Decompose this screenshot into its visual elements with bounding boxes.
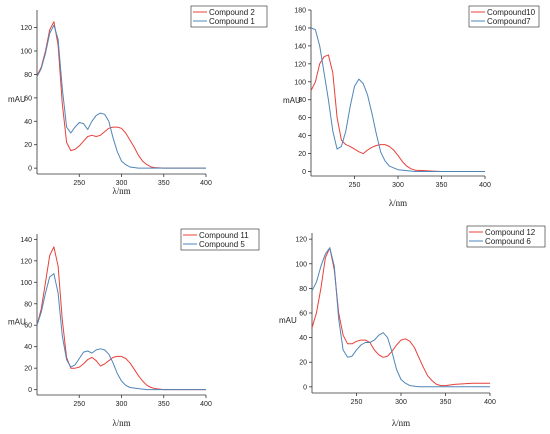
x-tick-label: 400 (479, 182, 491, 189)
series-line-2 (36, 24, 206, 169)
y-tick-label: 180 (294, 8, 306, 15)
legend-label: Compound 5 (199, 240, 245, 249)
series-line-2 (311, 247, 490, 388)
legend-label: Compound 1 (209, 17, 255, 26)
y-axis-label: mAU (283, 96, 301, 105)
x-tick-label: 350 (436, 182, 448, 189)
y-tick-label: 140 (294, 43, 306, 50)
y-tick-label: 160 (294, 25, 306, 32)
y-axis-label: mAU (279, 316, 297, 325)
y-tick-label: 140 (20, 237, 32, 244)
x-tick-label: 250 (73, 401, 85, 408)
y-tick-label: 40 (298, 133, 306, 140)
y-tick-label: 120 (20, 25, 32, 32)
y-tick-label: 60 (24, 95, 32, 102)
legend-label: Compound10 (487, 8, 536, 17)
series-line-1 (310, 54, 485, 172)
y-tick-label: 0 (28, 166, 32, 173)
x-axis-label: λ/nm (392, 418, 410, 428)
series-line-2 (310, 27, 485, 172)
x-tick-label: 400 (200, 401, 212, 408)
x-tick-label: 250 (351, 399, 363, 406)
y-tick-label: 60 (24, 323, 32, 330)
legend-label: Compound 2 (209, 8, 255, 17)
legend-label: Compound 6 (485, 237, 531, 246)
x-axis-label: λ/nm (112, 186, 130, 196)
y-tick-label: 20 (298, 151, 306, 158)
x-tick-label: 300 (395, 399, 407, 406)
y-tick-label: 0 (28, 387, 32, 394)
y-tick-label: 0 (303, 384, 307, 391)
chart-panel-1: 0 20 40 60 80 100 120 250 300 350 400 mAU λ/nm Compou… (8, 5, 268, 196)
y-tick-label: 120 (295, 237, 307, 244)
y-tick-label: 80 (24, 301, 32, 308)
y-tick-label: 20 (24, 142, 32, 149)
y-tick-label: 20 (24, 366, 32, 373)
y-tick-label: 80 (299, 286, 307, 293)
y-axis-label: mAU (8, 95, 26, 104)
x-tick-label: 350 (158, 180, 170, 187)
y-axis-label: mAU (8, 318, 26, 327)
y-tick-label: 100 (294, 79, 306, 86)
legend-box (180, 228, 260, 251)
series-line-1 (36, 246, 206, 391)
series-line-1 (36, 21, 206, 169)
y-tick-label: 120 (20, 258, 32, 265)
y-tick-label: 60 (298, 115, 306, 122)
y-tick-label: 60 (299, 311, 307, 318)
chart-panel-2: 0 20 40 60 80 100 120 140 160 180 250 300 350 400 mAU λ… (283, 5, 540, 208)
x-tick-label: 350 (440, 399, 452, 406)
y-tick-label: 100 (20, 49, 32, 56)
series-line-2 (36, 273, 206, 391)
chart-panel-3: 0 20 40 60 80 100 120 140 250 300 350 400 mAU λ/nm Com… (8, 228, 260, 428)
y-tick-label: 0 (302, 169, 306, 176)
x-tick-label: 300 (116, 180, 128, 187)
legend-box (466, 225, 546, 248)
x-axis-label: λ/nm (112, 418, 130, 428)
y-tick-label: 20 (299, 360, 307, 367)
x-tick-label: 400 (200, 180, 212, 187)
x-tick-label: 300 (392, 182, 404, 189)
x-tick-label: 300 (116, 401, 128, 408)
x-tick-label: 400 (484, 399, 496, 406)
legend-box (468, 5, 540, 28)
y-tick-label: 100 (20, 280, 32, 287)
x-tick-label: 250 (73, 180, 85, 187)
y-tick-label: 80 (298, 97, 306, 104)
legend-label: Compound 11 (199, 231, 249, 240)
y-tick-label: 40 (24, 119, 32, 126)
legend-label: Compound 12 (485, 228, 536, 237)
x-tick-label: 350 (158, 401, 170, 408)
y-tick-label: 40 (24, 344, 32, 351)
y-tick-label: 80 (24, 72, 32, 79)
y-tick-label: 100 (295, 261, 307, 268)
chart-panel-4: 0 20 40 60 80 100 120 250 300 350 400 mAU λ/nm Compou… (279, 225, 546, 428)
y-tick-label: 120 (294, 61, 306, 68)
y-tick-label: 40 (299, 335, 307, 342)
x-tick-label: 250 (349, 182, 361, 189)
legend-box (190, 5, 268, 28)
legend-label: Compound7 (487, 17, 531, 26)
x-axis-label: λ/nm (389, 198, 407, 208)
